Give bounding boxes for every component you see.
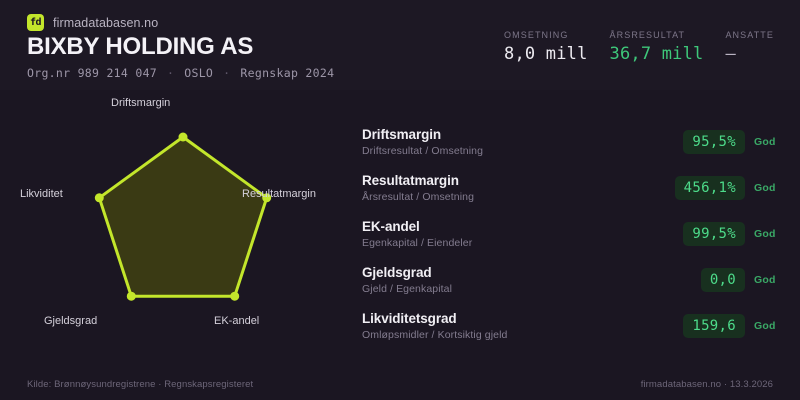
stat-label: OMSETNING	[504, 30, 569, 40]
header: fd firmadatabasen.no BIXBY HOLDING AS Or…	[0, 0, 800, 90]
metric-texts: Likviditetsgrad Omløpsmidler / Kortsikti…	[362, 311, 683, 342]
radar-data-point	[178, 132, 188, 142]
company-meta: Org.nr 989 214 047 · OSLO · Regnskap 202…	[27, 66, 334, 80]
metric-right: 99,5% God	[683, 222, 782, 246]
metric-name: Likviditetsgrad	[362, 310, 457, 326]
stat-label: ÅRSRESULTAT	[609, 30, 686, 40]
meta-separator-2: ·	[223, 66, 231, 80]
radar-axis-label-gjeldsgrad: Gjeldsgrad	[44, 315, 98, 327]
metric-formula: Driftsresultat / Omsetning	[362, 145, 484, 158]
metric-right: 95,5% God	[683, 130, 782, 154]
header-stats: OMSETNING 8,0 mill ÅRSRESULTAT 36,7 mill…	[504, 30, 774, 64]
firmadatabasen-logo-icon: fd	[27, 14, 44, 31]
footer-credit: firmadatabasen.no · 13.3.2026	[640, 378, 773, 390]
radar-axis-label-likviditet: Likviditet	[20, 188, 63, 200]
stat-arsresultat: ÅRSRESULTAT 36,7 mill	[610, 30, 704, 64]
metric-formula: Omløpsmidler / Kortsiktig gjeld	[362, 329, 508, 342]
radar-data-point	[94, 193, 104, 203]
page-title: BIXBY HOLDING AS	[27, 33, 254, 60]
metric-formula: Egenkapital / Eiendeler	[362, 237, 473, 250]
metric-row-likviditetsgrad: Likviditetsgrad Omløpsmidler / Kortsikti…	[362, 309, 782, 343]
status-badge: God	[754, 320, 776, 332]
metric-right: 456,1% God	[674, 176, 782, 200]
metric-texts: Gjeldsgrad Gjeld / Egenkapital	[362, 265, 701, 296]
radar-data-point	[230, 291, 240, 301]
radar-series-area	[97, 135, 269, 298]
metric-value-badge: 99,5%	[683, 222, 745, 246]
metric-row-gjeldsgrad: Gjeldsgrad Gjeld / Egenkapital 0,0 God	[362, 263, 782, 297]
metrics-list: Driftsmargin Driftsresultat / Omsetning …	[362, 125, 782, 355]
metric-value-badge: 95,5%	[683, 130, 745, 154]
metric-texts: Resultatmargin Årsresultat / Omsetning	[362, 173, 675, 204]
metric-row-driftsmargin: Driftsmargin Driftsresultat / Omsetning …	[362, 125, 782, 159]
status-badge: God	[754, 182, 776, 194]
metric-name: Gjeldsgrad	[362, 264, 432, 280]
footer: Kilde: Brønnøysundregistrene · Regnskaps…	[0, 368, 800, 400]
metric-row-resultatmargin: Resultatmargin Årsresultat / Omsetning 4…	[362, 171, 782, 205]
metric-value-badge: 0,0	[700, 268, 745, 292]
metric-name: EK-andel	[362, 218, 420, 234]
radar-axis-label-driftsmargin: Driftsmargin	[111, 97, 171, 109]
brand[interactable]: fd firmadatabasen.no	[27, 14, 158, 31]
metric-name: Resultatmargin	[362, 172, 459, 188]
radar-axis-label-ek-andel: EK-andel	[214, 315, 260, 327]
metric-value-badge: 456,1%	[674, 176, 745, 200]
radar-axis-label-resultatmargin: Resultatmargin	[242, 188, 316, 200]
metric-texts: EK-andel Egenkapital / Eiendeler	[362, 219, 683, 250]
radar-data-points	[94, 132, 272, 301]
status-badge: God	[754, 228, 776, 240]
stat-value: 8,0 mill	[504, 44, 588, 64]
metric-value-badge: 159,6	[683, 314, 745, 338]
org-number: Org.nr 989 214 047	[27, 66, 158, 80]
metric-right: 0,0 God	[700, 268, 782, 292]
status-badge: God	[754, 136, 776, 148]
footer-source: Kilde: Brønnøysundregistrene · Regnskaps…	[27, 378, 254, 390]
metric-name: Driftsmargin	[362, 126, 442, 142]
metric-row-ek-andel: EK-andel Egenkapital / Eiendeler 99,5% G…	[362, 217, 782, 251]
metric-texts: Driftsmargin Driftsresultat / Omsetning	[362, 127, 683, 158]
radar-data-point	[126, 291, 136, 301]
brand-name: firmadatabasen.no	[53, 15, 159, 30]
status-badge: God	[754, 274, 776, 286]
stat-label: ANSATTE	[725, 30, 774, 40]
stat-omsetning: OMSETNING 8,0 mill	[504, 30, 587, 64]
stat-value: –	[725, 44, 736, 64]
radar-chart: Driftsmargin Resultatmargin EK-andel Gje…	[0, 90, 350, 340]
metric-formula: Gjeld / Egenkapital	[362, 283, 453, 296]
company-city: OSLO	[184, 66, 214, 80]
meta-separator-1: ·	[167, 66, 175, 80]
stat-value: 36,7 mill	[609, 44, 704, 64]
stat-ansatte: ANSATTE –	[725, 30, 774, 64]
metric-formula: Årsresultat / Omsetning	[362, 191, 475, 204]
radar-data-point	[262, 193, 272, 203]
radar-chart-svg	[94, 132, 272, 301]
fiscal-year: Regnskap 2024	[240, 66, 335, 80]
metric-right: 159,6 God	[683, 314, 782, 338]
